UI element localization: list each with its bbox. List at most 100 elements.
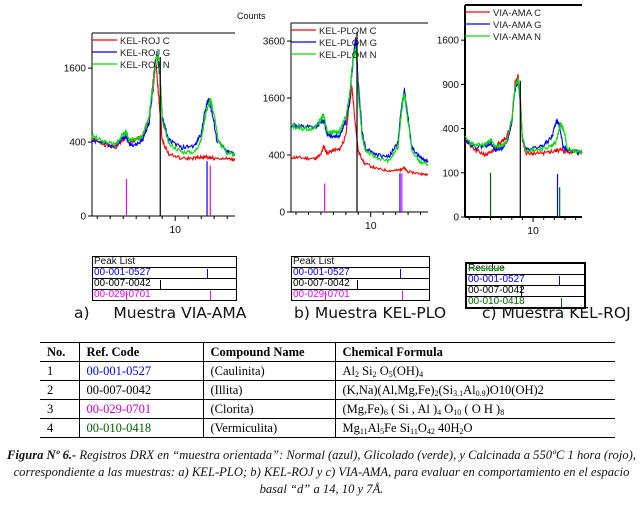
cell-ref-code: 00-010-0418 <box>78 418 204 438</box>
header-compound-name: Compound Name <box>202 342 335 362</box>
cell-ref-code: 00-001-0527 <box>78 361 204 381</box>
peak-list-mark <box>558 276 560 285</box>
y-tick-label: 1600 <box>263 94 286 105</box>
peak-list-mark <box>324 291 326 300</box>
y-tick-label: 0 <box>80 212 86 223</box>
cell-ref-code: 00-007-0042 <box>78 380 204 400</box>
header-no: No. <box>40 342 79 362</box>
table-row: 3 00-029-0701 (Clorita) (Mg,Fe)6 ( Si , Al … <box>40 399 615 419</box>
peak-list-row: 00-001-0527 <box>292 268 429 279</box>
panel-title-b: Muestra KEL-PLO <box>314 304 447 322</box>
panel-caption-b: b) Muestra KEL-PLO <box>294 304 446 322</box>
panel-title-c: Muestra KEL-ROJ <box>501 304 631 322</box>
figure-label: Figura Nº 6.- <box>7 448 77 462</box>
cell-compound-name: (Caulinita) <box>202 361 336 381</box>
peak-list-row: 00-010-0418 <box>467 297 584 307</box>
peak-list-row: 00-001-0527 <box>93 268 236 279</box>
peak-list-code: 00-007-0042 <box>468 285 525 296</box>
peak-list-row: 00-007-0042 <box>93 279 236 290</box>
cell-chemical-formula: (Mg,Fe)6 ( Si , Al )4 O10 ( O H )8 <box>334 399 615 419</box>
cell-no: 3 <box>40 399 80 419</box>
peak-list-mark <box>160 280 162 289</box>
cell-no: 2 <box>40 380 80 400</box>
peak-list-mark <box>521 287 523 296</box>
peak-list-kel-plom: Peak List 00-001-0527 00-007-0042 00-029-07… <box>291 256 430 301</box>
peak-list-mark <box>207 269 209 278</box>
series-line-kel-roj-n <box>91 52 236 158</box>
legend-label: KEL-PLOM C <box>319 26 377 37</box>
legend-label: VIA-AMA N <box>493 32 541 43</box>
reference-table: No. Ref. Code Compound Name Chemical For… <box>40 342 615 438</box>
series-line-via-ama-n <box>464 77 583 155</box>
peak-list-mark <box>126 291 128 300</box>
series-line-kel-plom-c <box>290 85 429 177</box>
peak-list-code: 00-007-0042 <box>293 278 350 289</box>
table-row: 2 00-007-0042 (Illita) (K,Na)(Al,Mg,Fe)2(Si… <box>40 380 615 400</box>
table-row: 4 00-010-0418 (Vermiculita) Mg11Al5Fe Si11O… <box>40 418 615 438</box>
series-line-kel-plom-n <box>290 45 429 166</box>
table-header-row: No. Ref. Code Compound Name Chemical For… <box>40 342 615 362</box>
cell-no: 1 <box>40 361 80 381</box>
peak-list-code: 00-029-0701 <box>293 289 350 300</box>
cell-chemical-formula: Mg11Al5Fe Si11O42 40H2O <box>334 418 615 438</box>
legend-label: VIA-AMA G <box>493 20 542 31</box>
y-tick-label: 1600 <box>437 36 460 47</box>
cell-no: 4 <box>40 418 80 438</box>
cell-compound-name: (Clorita) <box>202 399 336 419</box>
peak-list-mark <box>357 280 358 289</box>
y-tick-label: 400 <box>268 151 285 162</box>
header-chemical-formula: Chemical Formula <box>334 342 615 362</box>
peak-list-mark <box>560 298 562 307</box>
y-tick-label: 100 <box>442 168 459 179</box>
cell-chemical-formula: Al2 Si2 O5(OH)4 <box>334 361 615 381</box>
cell-ref-code: 00-029-0701 <box>78 399 204 419</box>
legend-label: KEL-PLOM G <box>319 38 377 49</box>
peak-list-via-ama: Residue 00-001-0527 00-007-0042 00-010-0418 <box>465 262 586 309</box>
panel-label-b: b) <box>294 304 310 322</box>
peak-list-title: Peak List <box>93 257 236 268</box>
header-ref-code: Ref. Code <box>78 342 203 362</box>
peak-list-kel-roj: Peak List 00-001-0527 00-007-0042 00-029-07… <box>92 256 237 301</box>
legend-label: KEL-ROJ C <box>120 36 170 47</box>
series-line-kel-roj-c <box>91 58 236 162</box>
panel-label-a: a) <box>74 304 90 322</box>
cell-compound-name: (Illita) <box>202 380 336 400</box>
y-tick-label: 900 <box>442 80 459 91</box>
peak-list-title: Residue <box>467 264 584 275</box>
peak-list-row: 00-029-0701 <box>292 290 429 300</box>
peak-list-code: 00-001-0527 <box>468 274 525 285</box>
peak-list-code: 00-007-0042 <box>94 278 151 289</box>
y-tick-label: 3600 <box>263 37 286 48</box>
panel-title-a: Muestra VIA-AMA <box>113 304 247 322</box>
figure-caption: Figura Nº 6.- Registros DRX en “muestra … <box>0 447 643 498</box>
y-tick-label: 400 <box>442 124 459 135</box>
y-tick-label: 0 <box>279 208 285 219</box>
x-tick-label: 10 <box>169 224 181 236</box>
y-tick-label: 400 <box>69 138 86 149</box>
legend-label: KEL-ROJ G <box>120 48 170 59</box>
peak-list-mark <box>401 291 403 300</box>
counts-axis-title: Counts <box>237 11 266 21</box>
peak-list-row: 00-001-0527 <box>467 275 584 286</box>
x-tick-label: 10 <box>527 225 539 237</box>
peak-list-code: 00-001-0527 <box>293 267 350 278</box>
peak-list-row: 00-007-0042 <box>467 286 584 297</box>
y-tick-label: 1600 <box>64 64 87 75</box>
peak-list-code: 00-001-0527 <box>94 267 151 278</box>
figure-caption-text: Registros DRX en “muestra orientada”: No… <box>13 448 636 496</box>
peak-list-code: 00-029-0701 <box>94 289 151 300</box>
peak-list-title: Peak List <box>292 257 429 268</box>
peak-list-mark <box>210 291 212 300</box>
peak-list-row: 00-029-0701 <box>93 290 236 300</box>
x-tick-label: 10 <box>365 220 377 232</box>
panel-caption-c: c) Muestra KEL-ROJ <box>482 304 631 322</box>
y-tick-label: 0 <box>453 213 459 224</box>
legend-label: KEL-ROJ N <box>120 60 170 71</box>
table-row: 1 00-001-0527 (Caulinita) Al2 Si2 O5(OH)4 <box>40 361 615 381</box>
legend-label: VIA-AMA C <box>493 8 541 19</box>
panel-label-c: c) <box>482 304 497 322</box>
cell-compound-name: (Vermiculita) <box>202 418 336 438</box>
